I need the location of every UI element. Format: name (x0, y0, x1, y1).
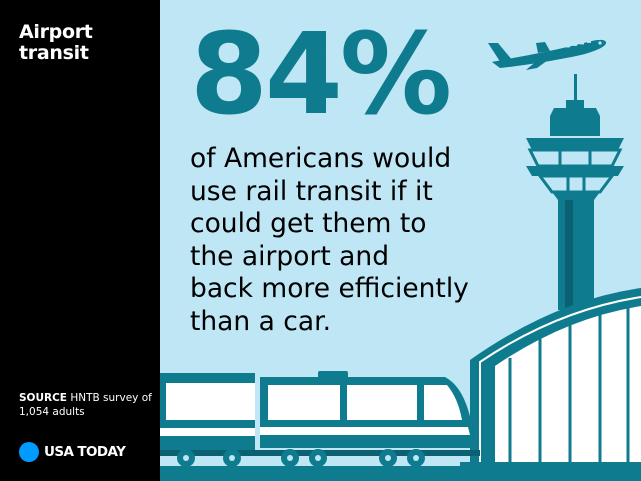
sidebar: Airport transit SOURCE HNTB survey of 1,… (0, 0, 160, 481)
source-label: SOURCE (19, 392, 67, 404)
statement-line: back more efficiently (190, 273, 469, 304)
statement-line: than a car. (190, 305, 332, 337)
statement-line: the airport and (190, 240, 390, 272)
brand-logo: USA TODAY (19, 441, 126, 463)
airplane-icon (488, 39, 607, 70)
brand-dot-icon (19, 442, 39, 462)
statement-line: of Americans would (190, 143, 452, 174)
statement-line: use rail transit if it (190, 175, 433, 207)
source-text: HNTB survey of 1,054 adults (19, 392, 152, 418)
control-tower-icon (526, 74, 624, 310)
train-icon (160, 371, 480, 481)
big-stat-value: 84% (190, 10, 452, 140)
stat-statement: of Americans would use rail transit if i… (190, 143, 520, 338)
infographic-title: Airport transit (19, 21, 93, 64)
statement-line: could get them to (190, 208, 427, 239)
brand-name: USA TODAY (44, 444, 126, 460)
terminal-building-icon (460, 288, 641, 481)
source-note: SOURCE HNTB survey of 1,054 adults (19, 391, 154, 419)
